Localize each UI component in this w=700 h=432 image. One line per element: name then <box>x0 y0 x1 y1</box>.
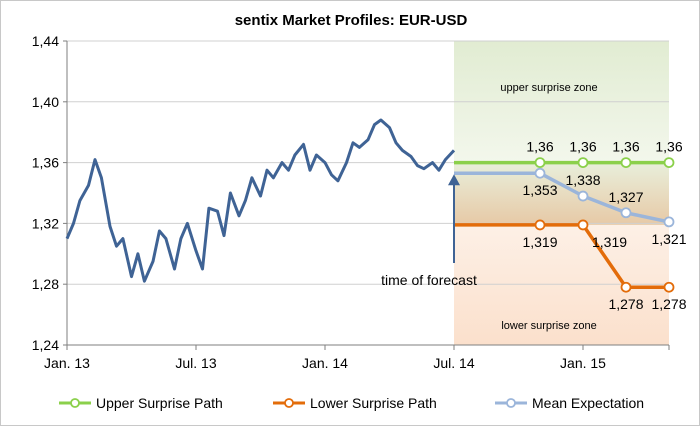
upper-surprise-path-data-label: 1,36 <box>655 139 682 155</box>
upper-surprise-path-data-label: 1,36 <box>612 139 639 155</box>
y-tick-label: 1,28 <box>32 276 59 292</box>
mean-expectation-point <box>620 207 632 219</box>
lower-surprise-path-data-label: 1,319 <box>522 234 557 250</box>
mean-expectation-point <box>663 216 675 228</box>
y-tick-labels: 1,24 1,28 1,32 1,36 1,40 1,44 <box>32 33 59 353</box>
chart-title: sentix Market Profiles: EUR-USD <box>235 12 468 29</box>
legend-mean-expectation-marker <box>506 398 516 408</box>
lower-surprise-path-point <box>663 281 675 293</box>
axes <box>63 40 670 350</box>
upper-zone-label: upper surprise zone <box>500 82 597 94</box>
lower-surprise-path-data-label: 1,278 <box>651 296 686 312</box>
mean-expectation-point <box>534 167 546 179</box>
lower-zone-label: lower surprise zone <box>501 320 596 332</box>
lower-surprise-path-point <box>577 219 589 231</box>
legend-lower-surprise-path-label: Lower Surprise Path <box>310 395 437 411</box>
y-tick-label: 1,40 <box>32 94 59 110</box>
mean-expectation-data-label: 1,338 <box>565 172 600 188</box>
lower-surprise-path-point <box>620 281 632 293</box>
series-layer: 1,36 1,36 1,36 1,36 1,353 1,338 1,327 1,321 1,31… <box>65 118 687 312</box>
mean-expectation-data-label: 1,327 <box>608 189 643 205</box>
upper-surprise-path-point <box>663 157 675 169</box>
upper-surprise-path-data-label: 1,36 <box>526 139 553 155</box>
legend-mean-expectation-label: Mean Expectation <box>532 395 644 411</box>
legend-lower-surprise-path-marker <box>284 398 294 408</box>
upper-surprise-path-point <box>534 157 546 169</box>
lower-surprise-path-point <box>534 219 546 231</box>
mean-expectation-data-label: 1,353 <box>522 182 557 198</box>
upper-surprise-path-point <box>577 157 589 169</box>
lower-surprise-path-data-label: 1,319 <box>592 234 627 250</box>
legend: Upper Surprise Path Lower Surprise Path Me… <box>59 395 644 411</box>
mean-expectation-point <box>577 190 589 202</box>
forecast-arrow-head <box>448 174 460 186</box>
upper-surprise-path-data-label: 1,36 <box>569 139 596 155</box>
x-tick-label: Jul. 13 <box>175 355 216 371</box>
mean-expectation-data-label: 1,321 <box>651 231 686 247</box>
x-tick-label: Jul. 14 <box>433 355 474 371</box>
x-tick-label: Jan. 15 <box>560 355 606 371</box>
x-tick-labels: Jan. 13 Jul. 13 Jan. 14 Jul. 14 Jan. 15 <box>44 355 606 371</box>
legend-upper-surprise-path-label: Upper Surprise Path <box>96 395 223 411</box>
y-tick-label: 1,36 <box>32 155 59 171</box>
y-tick-label: 1,44 <box>32 33 59 49</box>
zone-labels: upper surprise zone lower surprise zone <box>500 82 597 332</box>
forecast-label: time of forecast <box>381 272 477 288</box>
lower-surprise-path-data-label: 1,278 <box>608 296 643 312</box>
legend-upper-surprise-path-marker <box>70 398 80 408</box>
x-tick-label: Jan. 13 <box>44 355 90 371</box>
y-tick-label: 1,32 <box>32 215 59 231</box>
forecast-annotation: time of forecast <box>381 174 477 288</box>
x-tick-label: Jan. 14 <box>302 355 348 371</box>
history-eurusd-line <box>65 118 456 283</box>
y-tick-label: 1,24 <box>32 337 59 353</box>
lower-surprise-zone <box>454 224 669 345</box>
upper-surprise-path-point <box>620 157 632 169</box>
